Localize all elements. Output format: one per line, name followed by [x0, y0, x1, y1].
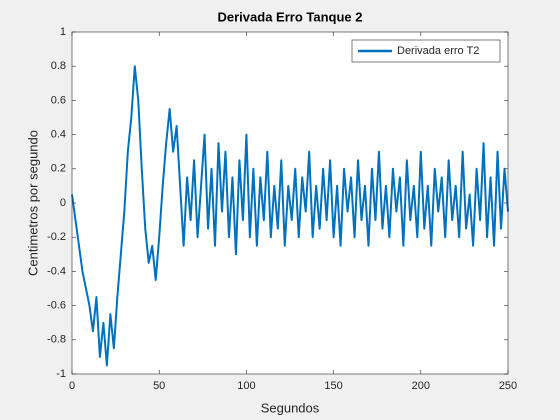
x-tick-label: 150 [324, 380, 342, 392]
y-tick-label: 0.8 [51, 60, 66, 72]
x-tick-label: 200 [412, 380, 430, 392]
legend-label: Derivada erro T2 [397, 45, 479, 57]
y-tick-label: 0.6 [51, 94, 66, 106]
y-tick-label: 0 [60, 197, 66, 209]
y-tick-label: -1 [56, 368, 66, 380]
x-axis-label: Segundos [261, 400, 320, 415]
y-tick-label: 1 [60, 26, 66, 38]
y-tick-label: -0.2 [47, 231, 66, 243]
y-tick-label: -0.4 [47, 265, 66, 277]
legend-box [351, 39, 501, 63]
y-tick-label: 0.2 [51, 163, 66, 175]
x-tick-label: 250 [499, 380, 517, 392]
y-tick-label: -0.8 [47, 334, 66, 346]
data-line [71, 65, 509, 367]
x-tick-label: 100 [237, 380, 255, 392]
x-tick-label: 0 [69, 380, 75, 392]
y-axis-label: Centimetros por segundo [25, 130, 40, 276]
y-tick-label: 0.4 [51, 129, 66, 141]
y-tick-label: -0.6 [47, 300, 66, 312]
chart-title: Derivada Erro Tanque 2 [218, 9, 363, 24]
x-tick-label: 50 [153, 380, 165, 392]
